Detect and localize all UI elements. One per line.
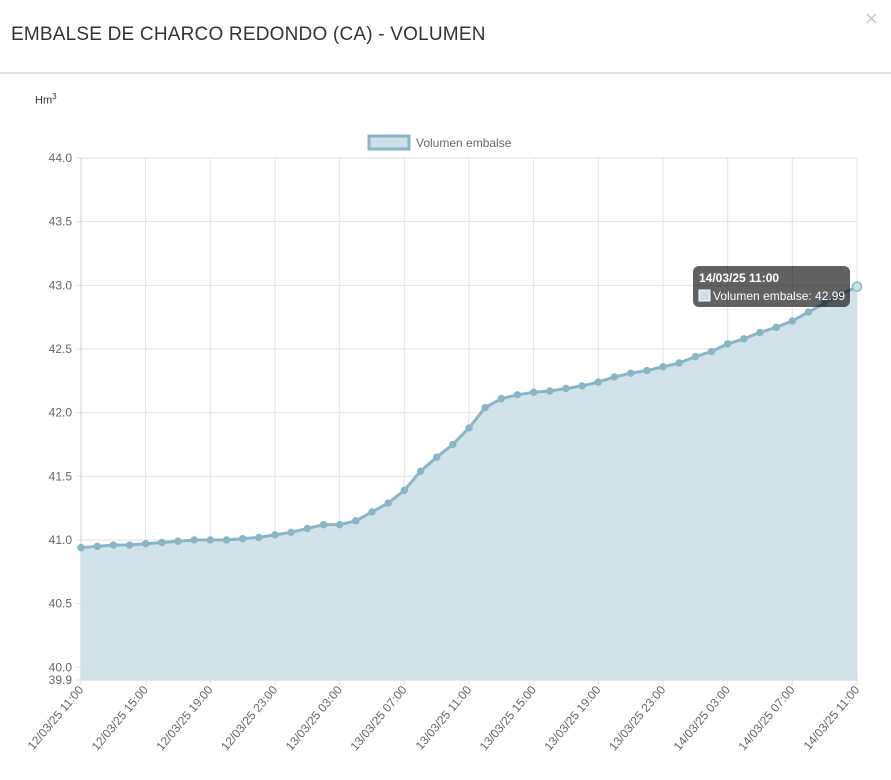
- x-tick-label: 13/03/25 07:00: [347, 683, 409, 754]
- x-tick-label: 14/03/25 03:00: [671, 683, 733, 754]
- data-point[interactable]: [562, 384, 570, 393]
- data-point[interactable]: [851, 281, 863, 292]
- data-point[interactable]: [449, 440, 457, 449]
- data-point[interactable]: [287, 528, 295, 537]
- data-point[interactable]: [707, 347, 716, 356]
- data-point[interactable]: [174, 537, 182, 545]
- data-point[interactable]: [804, 308, 813, 316]
- x-tick-label: 13/03/25 15:00: [477, 683, 539, 754]
- data-point[interactable]: [675, 359, 683, 367]
- data-point[interactable]: [109, 541, 118, 549]
- data-point[interactable]: [432, 453, 441, 461]
- y-tick-label: 41.5: [49, 469, 73, 483]
- modal-header: EMBALSE DE CHARCO REDONDO (CA) - VOLUMEN…: [0, 0, 891, 74]
- data-point[interactable]: [723, 340, 732, 348]
- data-point[interactable]: [788, 317, 797, 325]
- data-point[interactable]: [578, 382, 586, 390]
- unit-exponent: 3: [52, 92, 57, 101]
- x-tick-label: 13/03/25 03:00: [283, 683, 345, 754]
- data-point[interactable]: [594, 378, 603, 386]
- data-point[interactable]: [158, 538, 166, 547]
- data-point[interactable]: [238, 534, 247, 543]
- tooltip-box: [693, 266, 850, 307]
- data-point[interactable]: [303, 524, 312, 533]
- modal-title: EMBALSE DE CHARCO REDONDO (CA) - VOLUMEN: [11, 24, 486, 45]
- y-tick-label: 44.0: [49, 151, 73, 165]
- data-point[interactable]: [125, 541, 134, 549]
- data-point[interactable]: [772, 323, 780, 332]
- y-tick-label: 41.0: [49, 533, 73, 547]
- legend-label[interactable]: Volumen embalse: [416, 136, 512, 150]
- data-point[interactable]: [416, 467, 425, 475]
- y-tick-label: 42.5: [49, 342, 73, 356]
- x-tick-label: 12/03/25 15:00: [89, 683, 151, 754]
- data-point[interactable]: [352, 517, 360, 525]
- x-tick-label: 14/03/25 11:00: [801, 683, 863, 753]
- data-point[interactable]: [384, 499, 392, 507]
- x-tick-label: 12/03/25 11:00: [25, 683, 87, 753]
- data-point[interactable]: [740, 335, 748, 343]
- legend-swatch[interactable]: [367, 134, 411, 151]
- tooltip-swatch: [698, 289, 711, 302]
- y-tick-label: 43.0: [49, 278, 73, 292]
- y-tick-label: 43.5: [49, 215, 73, 229]
- data-point[interactable]: [643, 366, 651, 375]
- y-tick-label: 40.0: [49, 660, 73, 674]
- x-tick-label: 14/03/25 07:00: [735, 683, 797, 754]
- data-point[interactable]: [481, 403, 489, 412]
- y-tick-label: 39.9: [49, 673, 73, 687]
- data-point[interactable]: [255, 533, 263, 542]
- tooltip-label: Volumen embalse: 42.99: [713, 289, 845, 303]
- y-axis-unit-label: Hm3: [35, 92, 57, 107]
- data-point[interactable]: [465, 424, 473, 432]
- data-point[interactable]: [335, 520, 344, 529]
- data-point[interactable]: [368, 508, 376, 516]
- x-tick-label: 12/03/25 23:00: [218, 683, 280, 754]
- data-point[interactable]: [691, 352, 700, 361]
- y-tick-label: 40.5: [49, 597, 73, 611]
- data-point[interactable]: [271, 531, 279, 539]
- data-point[interactable]: [77, 543, 85, 552]
- data-point[interactable]: [319, 520, 328, 529]
- x-tick-label: 13/03/25 23:00: [606, 683, 668, 754]
- data-point[interactable]: [546, 387, 554, 395]
- x-tick-label: 12/03/25 19:00: [153, 683, 215, 754]
- data-point[interactable]: [206, 536, 215, 544]
- data-point[interactable]: [400, 486, 409, 494]
- y-tick-label: 42.0: [49, 406, 73, 420]
- close-icon[interactable]: ×: [863, 8, 879, 29]
- series-area-fill: [81, 286, 857, 680]
- data-point[interactable]: [610, 373, 619, 381]
- data-point[interactable]: [756, 328, 764, 337]
- data-point[interactable]: [513, 391, 522, 399]
- data-point[interactable]: [141, 540, 150, 548]
- tooltip-title: 14/03/25 11:00: [699, 271, 779, 285]
- data-point[interactable]: [222, 536, 231, 544]
- unit-text: Hm: [35, 94, 53, 107]
- data-point[interactable]: [529, 388, 538, 396]
- x-tick-label: 13/03/25 11:00: [413, 683, 475, 753]
- x-tick-label: 13/03/25 19:00: [541, 683, 603, 754]
- data-point[interactable]: [497, 394, 506, 403]
- data-point[interactable]: [93, 542, 101, 551]
- data-point[interactable]: [659, 363, 667, 371]
- data-point[interactable]: [190, 536, 198, 544]
- data-point[interactable]: [626, 369, 635, 377]
